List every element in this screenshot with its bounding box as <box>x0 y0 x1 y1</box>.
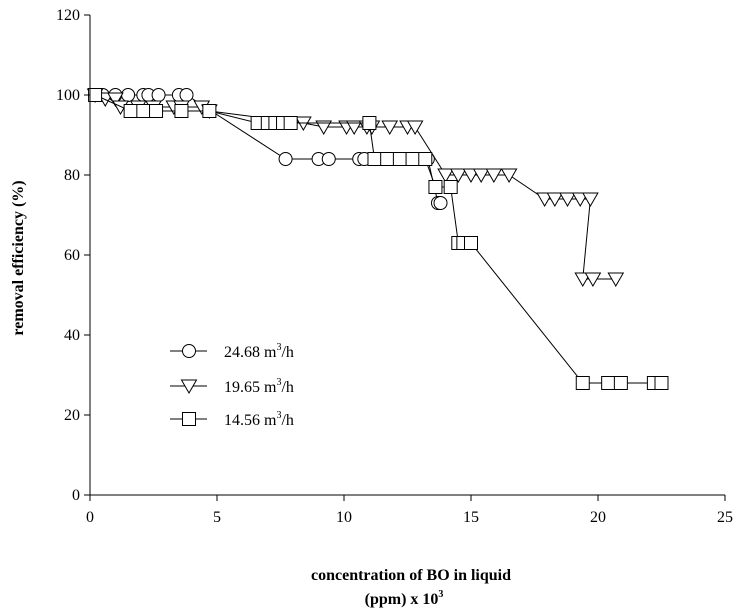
legend-marker-shape <box>180 379 198 395</box>
x-tick-label: 10 <box>336 509 352 526</box>
data-point-circle <box>179 88 194 102</box>
data-point-square <box>174 104 189 118</box>
x-axis-title-line2: (ppm) x 103 <box>365 589 444 608</box>
y-tick-label: 120 <box>56 7 80 24</box>
data-point-square <box>654 376 669 390</box>
y-tick-label: 60 <box>64 247 80 264</box>
data-point-square <box>202 104 217 118</box>
data-point-square <box>443 180 458 194</box>
data-point-square <box>418 152 433 166</box>
data-point-triangle-down <box>437 168 454 184</box>
data-point-triangle-down <box>559 192 576 208</box>
x-tick-label: 20 <box>590 509 606 526</box>
data-point-square <box>88 88 103 102</box>
data-point-circle <box>278 152 293 166</box>
legend-label-1-main: 24.68 m <box>224 344 277 361</box>
data-point-triangle-down <box>315 120 333 136</box>
series-triangle-down <box>86 88 625 288</box>
data-point-triangle-down <box>485 168 503 184</box>
y-tick-label: 40 <box>64 327 80 344</box>
y-tick-label: 100 <box>56 87 80 104</box>
data-point-square <box>149 104 164 118</box>
legend-marker-triangle <box>180 379 198 395</box>
data-point-triangle-down <box>500 168 518 184</box>
data-point-square <box>575 376 590 390</box>
y-tick-label: 20 <box>64 407 80 424</box>
data-point-triangle-down <box>546 192 564 208</box>
series-line-square <box>94 94 662 384</box>
series-square <box>88 88 669 390</box>
legend-label-3-main: 14.56 m <box>224 412 277 429</box>
legend: 24.68 m3/h 19.65 m3/h 14.56 m3/h <box>170 342 294 429</box>
data-point-triangle-down <box>449 168 467 184</box>
data-point-square <box>428 180 443 194</box>
data-point-square <box>283 116 298 130</box>
data-point-square <box>380 152 395 166</box>
data-point-square <box>464 236 478 250</box>
data-point-square <box>601 376 616 390</box>
y-axis-title: removal efficiency (%) <box>10 180 27 335</box>
data-point-triangle-down <box>536 192 554 208</box>
legend-label-2-main: 19.65 m <box>224 379 277 396</box>
y-tick-label: 80 <box>64 167 80 184</box>
data-point-circle <box>433 196 448 210</box>
series-layer <box>86 88 669 390</box>
data-point-square <box>136 104 151 118</box>
data-point-triangle-down <box>472 168 490 184</box>
y-tick-label: 0 <box>72 487 80 504</box>
data-point-triangle-down <box>462 168 480 184</box>
data-point-square <box>405 152 420 166</box>
legend-marker-shape <box>182 344 196 358</box>
legend-label-3-sup: 3 <box>276 410 281 421</box>
x-axis-title-superscript: 3 <box>438 589 443 600</box>
data-point-square <box>123 104 138 118</box>
legend-label-1: 24.68 m3/h <box>224 342 294 361</box>
legend-label-2: 19.65 m3/h <box>224 377 294 396</box>
x-axis-title-main: (ppm) x 10 <box>365 591 439 608</box>
legend-marker-square <box>182 412 196 426</box>
data-point-triangle-down <box>406 120 424 136</box>
legend-label-1-sup: 3 <box>276 342 281 353</box>
legend-label-3: 14.56 m3/h <box>224 410 294 429</box>
legend-label-2-tail: /h <box>281 379 293 396</box>
data-point-circle <box>121 88 136 102</box>
data-point-triangle-down <box>584 272 602 288</box>
legend-label-1-tail: /h <box>281 344 293 361</box>
legend-label-2-sup: 3 <box>276 377 281 388</box>
data-point-triangle-down <box>574 272 592 288</box>
data-point-square <box>613 376 628 390</box>
data-point-triangle-down <box>345 120 363 136</box>
x-tick-label: 15 <box>463 509 479 526</box>
x-tick-label: 5 <box>213 509 221 526</box>
data-point-circle <box>151 88 166 102</box>
x-axis-title-line1: concentration of BO in liquid <box>311 567 511 584</box>
axes <box>84 14 726 501</box>
data-point-square <box>392 152 407 166</box>
x-tick-label: 25 <box>717 509 733 526</box>
legend-item-series-3: 14.56 m3/h <box>170 410 294 429</box>
data-point-triangle-down <box>582 192 599 208</box>
x-tick-label: 0 <box>86 509 94 526</box>
legend-label-3-tail: /h <box>281 412 293 429</box>
legend-marker-shape <box>182 412 196 426</box>
data-point-triangle-down <box>571 192 589 208</box>
data-point-circle <box>321 152 336 166</box>
data-point-triangle-down <box>607 272 625 288</box>
data-point-square <box>367 152 382 166</box>
data-point-square <box>362 116 377 130</box>
data-point-triangle-down <box>107 92 124 108</box>
legend-marker-circle <box>182 344 196 358</box>
legend-item-series-2: 19.65 m3/h <box>170 377 294 396</box>
data-point-triangle-down <box>381 120 399 136</box>
legend-item-series-1: 24.68 m3/h <box>170 342 294 361</box>
tick-labels: 0 5 10 15 20 25 0 20 40 60 80 100 120 <box>56 7 733 526</box>
